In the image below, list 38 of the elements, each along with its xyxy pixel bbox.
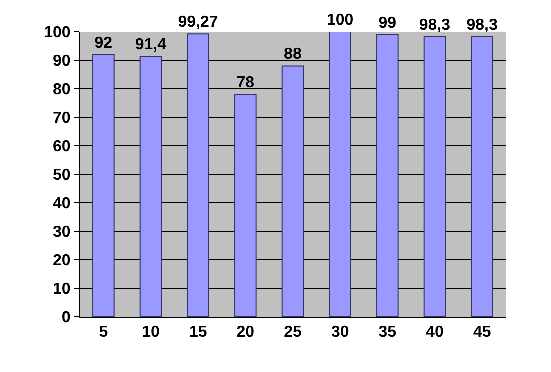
data-label: 98,3 xyxy=(466,16,498,34)
x-tick-label: 30 xyxy=(331,324,350,342)
y-tick-label: 40 xyxy=(53,196,71,213)
bar xyxy=(92,54,115,317)
y-tick-label: 70 xyxy=(53,110,71,128)
data-label: 99 xyxy=(378,14,397,32)
x-tick-label: 10 xyxy=(142,324,160,342)
x-tick-label: 45 xyxy=(473,324,492,342)
x-tick-label: 25 xyxy=(284,324,302,342)
y-tick-label: 100 xyxy=(44,24,71,42)
y-tick-label: 50 xyxy=(53,167,71,184)
x-tick-label: 15 xyxy=(189,324,208,342)
data-label: 100 xyxy=(326,12,354,29)
bar xyxy=(329,32,352,317)
x-tick-label: 20 xyxy=(236,324,255,342)
y-tick-label: 20 xyxy=(53,252,71,270)
x-tick-label: 35 xyxy=(378,324,397,342)
data-label: 88 xyxy=(284,46,302,64)
data-label: 92 xyxy=(94,34,113,52)
data-label: 99,27 xyxy=(178,14,218,32)
data-label: 91,4 xyxy=(135,36,167,54)
bar xyxy=(140,56,162,317)
y-tick-label: 0 xyxy=(62,310,71,327)
x-tick-label: 40 xyxy=(426,324,444,342)
bar xyxy=(234,94,257,317)
data-label: 98,3 xyxy=(419,16,451,34)
y-tick-label: 30 xyxy=(53,224,71,242)
bar xyxy=(282,66,304,317)
y-tick-label: 60 xyxy=(53,138,71,156)
y-tick-label: 90 xyxy=(53,53,71,70)
y-tick-label: 10 xyxy=(53,281,71,298)
bar xyxy=(187,34,210,317)
y-tick-label: 80 xyxy=(53,82,71,99)
x-tick-label: 5 xyxy=(99,324,108,342)
bar xyxy=(376,34,399,317)
data-label: 78 xyxy=(236,74,255,92)
bar xyxy=(471,36,494,317)
bar xyxy=(424,36,446,317)
